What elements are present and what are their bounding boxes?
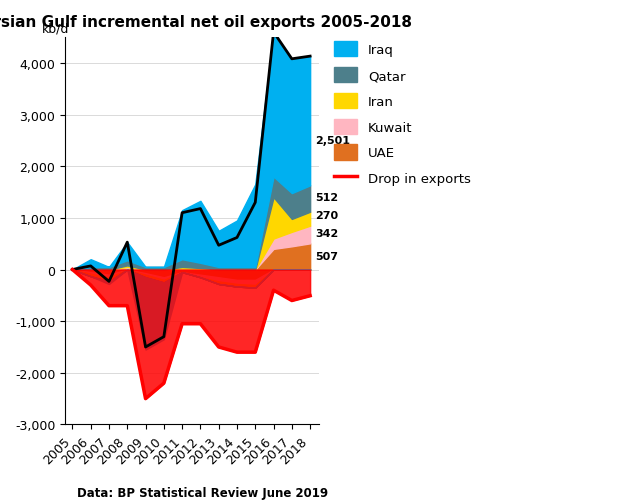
- Title: Persian Gulf incremental net oil exports 2005-2018: Persian Gulf incremental net oil exports…: [0, 15, 412, 30]
- Text: 2,501: 2,501: [315, 136, 351, 146]
- Text: 270: 270: [315, 211, 338, 221]
- Legend: Iraq, Qatar, Iran, Kuwait, UAE, Drop in exports: Iraq, Qatar, Iran, Kuwait, UAE, Drop in …: [328, 37, 476, 191]
- Text: 342: 342: [315, 229, 339, 239]
- Text: Data: BP Statistical Review June 2019: Data: BP Statistical Review June 2019: [77, 486, 328, 499]
- Text: 512: 512: [315, 193, 338, 203]
- Text: kb/d: kb/d: [42, 23, 70, 36]
- Text: 507: 507: [315, 251, 338, 261]
